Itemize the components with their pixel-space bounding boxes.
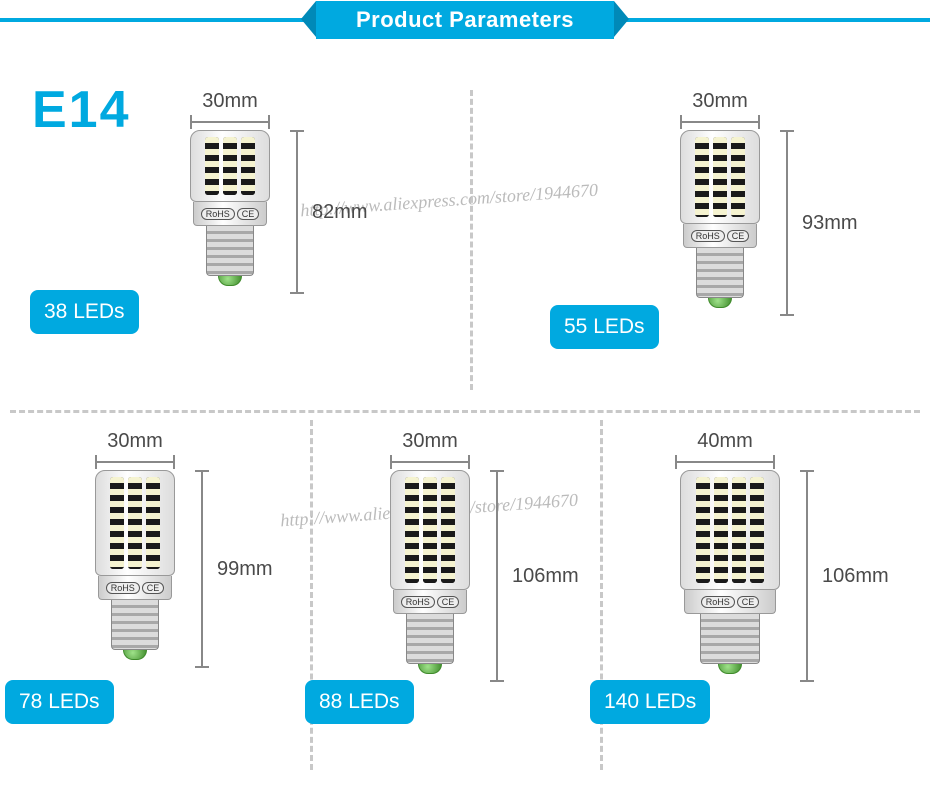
dimension-width-label: 30mm — [95, 430, 175, 453]
bulb-tip-icon — [718, 664, 742, 674]
divider-vertical — [470, 90, 473, 390]
bulb-screw-icon — [696, 248, 744, 298]
dimension-bar-icon — [800, 470, 814, 682]
dimension-bar-icon — [195, 470, 209, 668]
product-grid: http://www.aliexpress.com/store/1944670 … — [0, 60, 930, 800]
bulb-cap-icon — [680, 130, 760, 224]
bulb-collar-icon: RoHSCE — [683, 224, 757, 248]
bulb-icon: RoHSCE — [680, 470, 780, 674]
dimension-height: 106mm — [490, 470, 579, 682]
header-title: Product Parameters — [316, 1, 614, 39]
bulb-collar-icon: RoHSCE — [98, 576, 172, 600]
dimension-height: 106mm — [800, 470, 889, 682]
header-bar: Product Parameters — [0, 0, 930, 40]
bulb-screw-icon — [111, 600, 159, 650]
dimension-bar-icon — [675, 455, 775, 469]
dimension-bar-icon — [390, 455, 470, 469]
bulb-collar-icon: RoHSCE — [393, 590, 467, 614]
dimension-width: 40mm — [675, 430, 775, 469]
product-cell: 40mmRoHSCE106mm140 LEDs — [600, 430, 930, 730]
dimension-width: 30mm — [95, 430, 175, 469]
dimension-width: 30mm — [680, 90, 760, 129]
bulb-screw-icon — [406, 614, 454, 664]
dimension-bar-icon — [490, 470, 504, 682]
bulb-collar-icon: RoHSCE — [193, 202, 267, 226]
dimension-width-label: 30mm — [680, 90, 760, 113]
bulb-collar-icon: RoHSCE — [684, 590, 776, 614]
bulb-screw-icon — [206, 226, 254, 276]
bulb-tip-icon — [123, 650, 147, 660]
led-count-badge: 55 LEDs — [550, 305, 659, 349]
divider-horizontal — [10, 410, 920, 413]
dimension-width: 30mm — [190, 90, 270, 129]
dimension-height-label: 93mm — [802, 212, 858, 235]
bulb-cap-icon — [95, 470, 175, 576]
led-count-badge: 78 LEDs — [5, 680, 114, 724]
led-count-badge: 88 LEDs — [305, 680, 414, 724]
dimension-height-label: 106mm — [512, 565, 579, 588]
dimension-width-label: 30mm — [190, 90, 270, 113]
bulb-cap-icon — [390, 470, 470, 590]
dimension-height-label: 82mm — [312, 201, 368, 224]
bulb-tip-icon — [708, 298, 732, 308]
dimension-bar-icon — [290, 130, 304, 294]
bulb-icon: RoHSCE — [190, 130, 270, 286]
dimension-bar-icon — [190, 115, 270, 129]
dimension-height-label: 106mm — [822, 565, 889, 588]
dimension-height: 82mm — [290, 130, 368, 294]
dimension-width-label: 30mm — [390, 430, 470, 453]
product-cell: 30mmRoHSCE82mm38 LEDs — [130, 90, 470, 390]
bulb-icon: RoHSCE — [680, 130, 760, 308]
product-cell: 30mmRoHSCE93mm55 LEDs — [590, 90, 930, 390]
bulb-cap-icon — [190, 130, 270, 202]
bulb-screw-icon — [700, 614, 760, 664]
bulb-tip-icon — [218, 276, 242, 286]
product-cell: 30mmRoHSCE99mm78 LEDs — [25, 430, 335, 730]
bulb-tip-icon — [418, 664, 442, 674]
dimension-bar-icon — [780, 130, 794, 316]
dimension-height-label: 99mm — [217, 558, 273, 581]
bulb-cap-icon — [680, 470, 780, 590]
dimension-bar-icon — [95, 455, 175, 469]
product-cell: 30mmRoHSCE106mm88 LEDs — [310, 430, 620, 730]
led-count-badge: 140 LEDs — [590, 680, 710, 724]
dimension-width: 30mm — [390, 430, 470, 469]
bulb-icon: RoHSCE — [390, 470, 470, 674]
dimension-bar-icon — [680, 115, 760, 129]
dimension-height: 93mm — [780, 130, 858, 316]
dimension-height: 99mm — [195, 470, 273, 668]
led-count-badge: 38 LEDs — [30, 290, 139, 334]
dimension-width-label: 40mm — [675, 430, 775, 453]
bulb-icon: RoHSCE — [95, 470, 175, 660]
